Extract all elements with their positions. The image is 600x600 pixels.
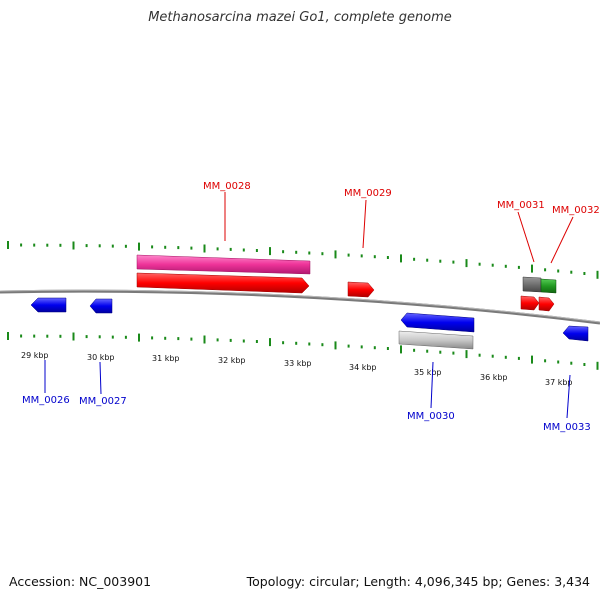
scale-label: 36 kbp: [480, 373, 508, 382]
gene-label-MM_0033: MM_0033: [543, 422, 591, 433]
map-title: Methanosarcina mazei Go1, complete genom…: [148, 10, 452, 25]
cds-arrow-MM_0029: [347, 281, 375, 298]
accession-text: Accession: NC_003901: [9, 574, 152, 589]
gene-label-MM_0029: MM_0029: [344, 188, 392, 199]
scale-label: 35 kbp: [414, 368, 442, 377]
lower-tick-row: [7, 332, 599, 370]
feature-MM_0027[interactable]: MM_0027: [79, 298, 127, 407]
cds-arrow-MM_0032: [538, 296, 555, 312]
scale-label: 32 kbp: [218, 356, 246, 365]
feature-MM_0033[interactable]: MM_0033: [543, 325, 591, 433]
feature-MM_0026[interactable]: MM_0026: [22, 297, 70, 406]
feature-MM_0030[interactable]: MM_0030: [398, 312, 475, 422]
scale-labels: 29 kbp 30 kbp 31 kbp 32 kbp 33 kbp 34 kb…: [21, 351, 573, 387]
cds-arrow-MM_0030: [400, 312, 475, 333]
gene-bar-MM_0028: [136, 254, 311, 275]
upper-tick-row: [7, 241, 599, 279]
gene-label-MM_0032: MM_0032: [552, 205, 600, 216]
rna-bar-MM_0032: [540, 278, 557, 294]
cds-arrow-MM_0026: [30, 297, 67, 313]
scale-label: 31 kbp: [152, 354, 180, 363]
gene-label-MM_0027: MM_0027: [79, 396, 127, 407]
gene-bar-MM_0030: [398, 330, 474, 350]
scale-label: 29 kbp: [21, 351, 49, 360]
feature-MM_0031[interactable]: MM_0031: [497, 200, 545, 311]
scale-label: 34 kbp: [349, 363, 377, 372]
cds-arrow-MM_0027: [89, 298, 113, 314]
genome-summary-text: Topology: circular; Length: 4,096,345 bp…: [246, 574, 590, 589]
cds-arrow-MM_0033: [562, 325, 589, 342]
scale-label: 37 kbp: [545, 378, 573, 387]
gene-label-MM_0028: MM_0028: [203, 181, 251, 192]
scale-label: 30 kbp: [87, 353, 115, 362]
feature-MM_0028[interactable]: MM_0028: [136, 181, 311, 294]
feature-MM_0032[interactable]: MM_0032: [538, 205, 600, 312]
feature-MM_0029[interactable]: MM_0029: [344, 188, 392, 298]
genome-backbone: [0, 289, 600, 325]
gene-label-MM_0026: MM_0026: [22, 395, 70, 406]
cds-arrow-MM_0031: [520, 295, 540, 311]
gene-label-MM_0030: MM_0030: [407, 411, 455, 422]
cds-arrow-MM_0028: [136, 272, 310, 294]
rna-bar-MM_0031: [522, 276, 542, 293]
gene-label-MM_0031: MM_0031: [497, 200, 545, 211]
scale-label: 33 kbp: [284, 359, 312, 368]
